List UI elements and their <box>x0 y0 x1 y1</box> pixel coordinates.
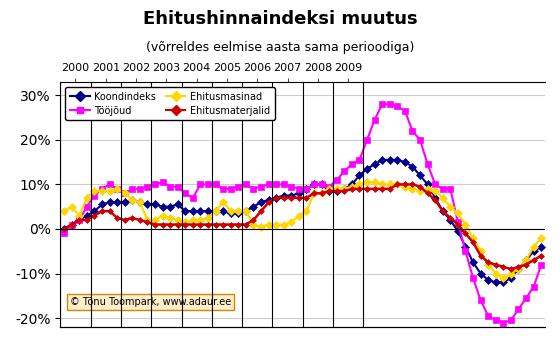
Text: © Tõnu Toompark, www.adaur.ee: © Tõnu Toompark, www.adaur.ee <box>70 298 231 307</box>
Text: Ehitushinnaindeksi muutus: Ehitushinnaindeksi muutus <box>143 10 417 28</box>
Text: (võrreldes eelmise aasta sama perioodiga): (võrreldes eelmise aasta sama perioodiga… <box>146 41 414 54</box>
Legend: Koondindeks, Tööjõud, Ehitusmasinad, Ehitusmaterjalid: Koondindeks, Tööjõud, Ehitusmasinad, Ehi… <box>65 87 276 120</box>
